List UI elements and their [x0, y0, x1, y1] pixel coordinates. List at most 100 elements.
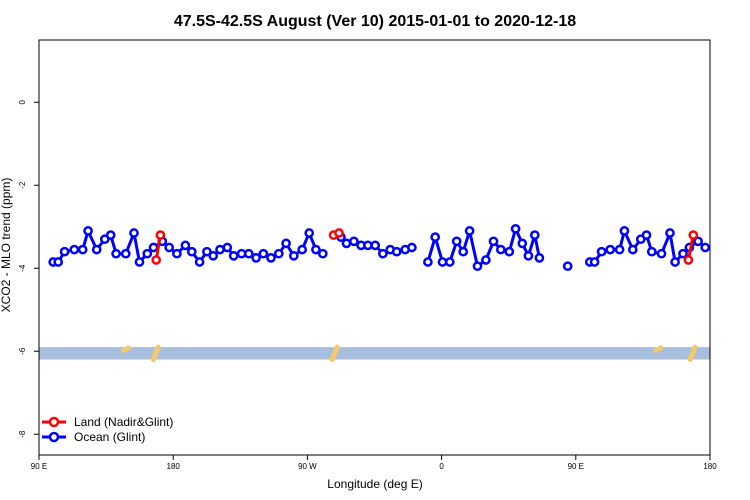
data-point: [458, 246, 469, 257]
data-point: [605, 244, 616, 255]
data-point: [464, 226, 475, 236]
band-land-mark: [329, 344, 340, 363]
data-point: [120, 248, 131, 259]
data-point: [627, 244, 638, 255]
data-point: [69, 244, 80, 255]
data-point: [317, 248, 328, 259]
data-point: [83, 226, 93, 236]
x-tick-label: 90 E: [568, 462, 584, 471]
data-point: [172, 248, 182, 259]
data-point: [444, 257, 455, 267]
data-point: [53, 257, 64, 267]
x-axis: 90 E 180 90 W 0 90 E 180: [31, 455, 717, 471]
data-point: [222, 242, 233, 253]
x-tick-label: 90 E: [31, 462, 47, 471]
data-point: [142, 248, 153, 259]
data-point: [251, 253, 261, 263]
data-point: [504, 246, 515, 257]
data-point: [341, 238, 352, 249]
data-point: [59, 246, 70, 257]
data-point: [517, 238, 528, 249]
legend-label: Ocean (Glint): [74, 430, 145, 444]
x-tick-label: 180: [703, 462, 717, 471]
y-axis-label: XCO2 - MLO trend (ppm): [0, 178, 13, 313]
data-point: [378, 248, 388, 259]
data-point: [670, 257, 680, 267]
data-point: [495, 244, 506, 255]
y-tick-label: -2: [18, 181, 27, 189]
legend-marker: [48, 431, 60, 443]
data-point: [288, 250, 299, 261]
band-land-mark: [120, 345, 131, 353]
data-point: [180, 240, 191, 251]
data-point: [349, 236, 359, 247]
data-point: [129, 228, 139, 238]
data-point: [297, 244, 308, 255]
data-point: [562, 261, 573, 272]
plot-frame: [38, 39, 711, 456]
data-point: [641, 230, 652, 240]
data-point: [481, 255, 491, 265]
data-point: [529, 230, 540, 240]
data-point: [688, 230, 699, 240]
data-point: [391, 246, 402, 257]
data-point: [334, 228, 344, 238]
data-point: [155, 230, 166, 240]
y-tick-label: -6: [18, 347, 27, 355]
band-land-mark: [687, 344, 698, 363]
data-point: [510, 223, 521, 234]
band-land-mark: [653, 345, 664, 353]
data-point: [523, 250, 534, 261]
data-point: [111, 248, 121, 259]
data-point: [77, 244, 88, 255]
data-point: [202, 246, 212, 257]
legend: Land (Nadir&Glint)Ocean (Glint): [42, 415, 173, 444]
data-point: [700, 242, 711, 253]
data-point: [665, 228, 675, 238]
x-tick-label: 180: [167, 462, 181, 471]
data-point: [148, 242, 159, 253]
x-tick-label: 90 W: [298, 462, 317, 471]
data-point: [614, 244, 625, 255]
plot-series: [48, 223, 711, 272]
data-point: [243, 248, 254, 259]
data-point: [534, 253, 545, 263]
data-point: [304, 228, 315, 238]
data-point: [646, 246, 657, 257]
data-point: [589, 257, 600, 267]
data-point: [430, 232, 441, 242]
data-point: [258, 248, 269, 259]
x-tick-label: 0: [439, 462, 444, 471]
reference-band: [39, 344, 710, 363]
data-point: [656, 248, 667, 259]
data-point: [91, 244, 102, 255]
data-point: [105, 230, 116, 240]
data-point: [134, 257, 145, 267]
data-point: [273, 248, 284, 259]
data-point: [186, 246, 197, 257]
legend-marker: [48, 416, 60, 428]
series-ocean: [48, 223, 711, 272]
data-point: [208, 250, 219, 261]
data-point: [596, 246, 607, 257]
chart-title: 47.5S-42.5S August (Ver 10) 2015-01-01 t…: [174, 13, 576, 30]
data-point: [472, 261, 483, 272]
data-point: [619, 226, 630, 236]
data-point: [281, 238, 291, 249]
x-axis-label: Longitude (deg E): [327, 477, 422, 491]
y-tick-label: 0: [18, 99, 27, 104]
series-land: [151, 228, 699, 265]
data-point: [228, 250, 239, 261]
data-point: [678, 248, 688, 259]
y-tick-label: -8: [18, 430, 27, 438]
data-point: [266, 253, 276, 263]
data-point: [488, 236, 499, 247]
legend-label: Land (Nadir&Glint): [74, 415, 173, 429]
data-point: [693, 236, 703, 247]
data-point: [423, 257, 433, 267]
data-point: [151, 255, 162, 265]
y-axis: 0 -2 -4 -6 -8: [18, 99, 39, 438]
y-tick-label: -4: [18, 264, 27, 272]
band-land-mark: [150, 344, 161, 363]
